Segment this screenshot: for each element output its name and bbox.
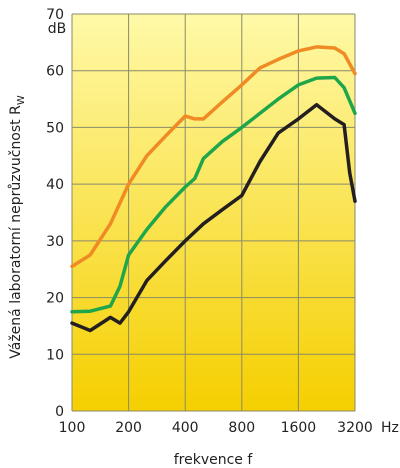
series-line: [70, 45, 357, 269]
series-layer: [70, 45, 357, 333]
y-tick-label: 60: [46, 64, 64, 80]
y-tick-label: 20: [46, 291, 64, 307]
y-unit-label: dB: [48, 21, 67, 37]
grid: [71, 13, 356, 412]
y-axis-title: Vážená laboratorní neprůzvučnost RW: [8, 95, 27, 359]
y-tick-label: 40: [46, 177, 64, 193]
x-unit-label: Hz: [381, 420, 399, 436]
x-tick-labels: 100 200 400 800 1600 3200: [59, 420, 373, 436]
x-tick-label: 3200: [337, 420, 373, 436]
y-tick-label: 10: [46, 347, 64, 363]
y-axis-title-main: Vážená laboratorní neprůzvučnost R: [8, 105, 24, 359]
x-tick-label: 800: [228, 420, 255, 436]
x-tick-label: 1600: [281, 420, 317, 436]
x-axis-title: frekvence f: [174, 452, 254, 468]
series-line: [70, 75, 357, 314]
y-tick-label: 50: [46, 120, 64, 136]
x-tick-label: 200: [115, 420, 142, 436]
y-tick-labels: 0 10 20 30 40 50 60 70: [46, 7, 64, 420]
y-tick-label: 70: [46, 7, 64, 23]
x-tick-label: 100: [59, 420, 86, 436]
y-axis-title-subscript: W: [16, 95, 27, 105]
y-tick-label: 0: [55, 404, 64, 420]
x-tick-label: 400: [172, 420, 199, 436]
y-tick-label: 30: [46, 234, 64, 250]
series-line: [70, 102, 357, 333]
